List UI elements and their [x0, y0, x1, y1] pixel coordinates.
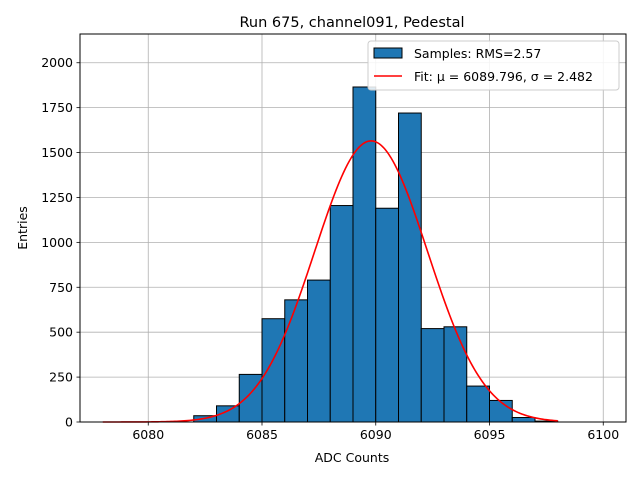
legend-samples-label: Samples: RMS=2.57 [414, 46, 541, 61]
x-axis-label: ADC Counts [315, 450, 390, 465]
histogram-bar [511, 417, 536, 423]
gaussian-fit-curve [102, 140, 558, 423]
plot-frame [79, 33, 627, 423]
y-axis-label: Entries [15, 206, 30, 250]
y-tick-label: 750 [49, 280, 73, 295]
histogram-bar [261, 318, 286, 423]
histogram-bar [398, 112, 422, 423]
histogram-bar [329, 205, 354, 423]
y-tick-label: 1000 [41, 235, 73, 250]
histogram-bar [307, 279, 331, 423]
x-tick-label: 6095 [474, 427, 506, 442]
x-axis-ticks: 6080 6085 6090 6095 6100 [132, 422, 619, 442]
y-tick-label: 500 [49, 325, 73, 340]
legend-fit-label: Fit: μ = 6089.796, σ = 2.482 [414, 69, 593, 84]
histogram-bar [489, 399, 513, 423]
y-tick-label: 1250 [41, 190, 73, 205]
histogram-bar [375, 207, 399, 423]
x-tick-label: 6090 [360, 427, 392, 442]
legend-box [367, 40, 620, 91]
chart-title: Run 675, channel091, Pedestal [239, 15, 464, 31]
y-tick-label: 250 [49, 370, 73, 385]
histogram-bar [443, 326, 468, 423]
histogram-bar [466, 385, 490, 423]
y-tick-label: 2000 [41, 55, 73, 70]
histogram-bar [284, 299, 308, 423]
y-tick-label: 1500 [41, 145, 73, 160]
y-tick-label: 1750 [41, 100, 73, 115]
x-tick-label: 6080 [132, 427, 164, 442]
y-tick-label: 0 [65, 415, 73, 430]
histogram-bars [193, 86, 559, 423]
histogram-bar [420, 328, 445, 423]
x-tick-label: 6085 [246, 427, 278, 442]
histogram-bar [352, 86, 377, 423]
legend: Samples: RMS=2.57 Fit: μ = 6089.796, σ =… [367, 40, 620, 91]
y-axis-ticks: 0 250 500 750 1000 1250 1500 1750 2000 [41, 55, 80, 430]
histogram-bar [238, 373, 263, 423]
legend-samples-swatch [373, 47, 403, 59]
x-tick-label: 6100 [587, 427, 619, 442]
